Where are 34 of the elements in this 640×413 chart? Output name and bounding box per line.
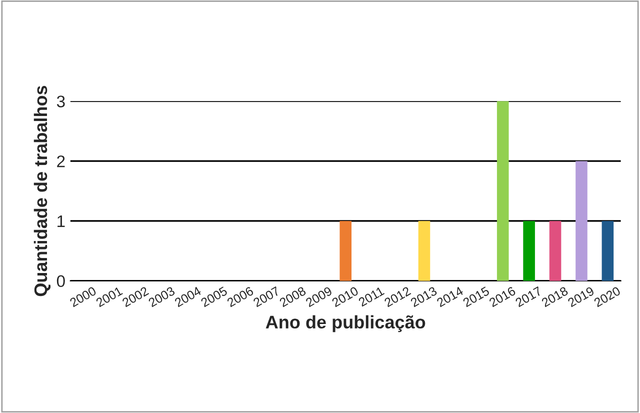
x-tick-label: 2005 bbox=[200, 286, 228, 308]
x-tick-label: 2018 bbox=[541, 286, 569, 308]
x-tick-label: 2012 bbox=[384, 286, 412, 308]
x-tick-label: 2019 bbox=[567, 286, 595, 308]
x-tick-label: 2020 bbox=[593, 286, 621, 308]
x-tick-label: 2003 bbox=[148, 286, 176, 308]
x-tick-label: 2017 bbox=[514, 286, 542, 308]
x-tick-label: 2007 bbox=[252, 286, 280, 308]
x-tick-label: 2008 bbox=[278, 286, 306, 308]
y-tick-label: 2 bbox=[57, 155, 65, 168]
x-tick-label: 2010 bbox=[331, 286, 359, 308]
x-tick-label: 2014 bbox=[436, 286, 464, 308]
x-tick-label: 2001 bbox=[95, 286, 123, 308]
x-tick-label: 2006 bbox=[226, 286, 254, 308]
y-tick-label: 0 bbox=[56, 275, 65, 288]
x-tick-label: 2015 bbox=[462, 286, 490, 308]
x-tick-label: 2004 bbox=[174, 286, 202, 308]
bar bbox=[496, 101, 509, 281]
x-tick-label: 2009 bbox=[305, 286, 333, 308]
bar bbox=[602, 220, 614, 281]
bar bbox=[340, 220, 352, 281]
x-tick-label: 2016 bbox=[488, 286, 516, 308]
y-tick-label: 1 bbox=[58, 216, 65, 227]
y-axis-title: Quantidade de trabalhos bbox=[34, 86, 51, 296]
x-tick-label: 2002 bbox=[122, 286, 150, 308]
bar bbox=[576, 161, 588, 281]
x-tick-label: 2000 bbox=[69, 286, 97, 308]
bar bbox=[549, 220, 562, 281]
bar bbox=[523, 220, 535, 281]
x-tick-label: 2011 bbox=[358, 286, 385, 307]
x-axis-title: Ano de publicação bbox=[266, 315, 426, 332]
x-tick-label: 2013 bbox=[410, 286, 438, 308]
bar bbox=[418, 220, 430, 281]
y-tick-label: 3 bbox=[56, 96, 65, 108]
